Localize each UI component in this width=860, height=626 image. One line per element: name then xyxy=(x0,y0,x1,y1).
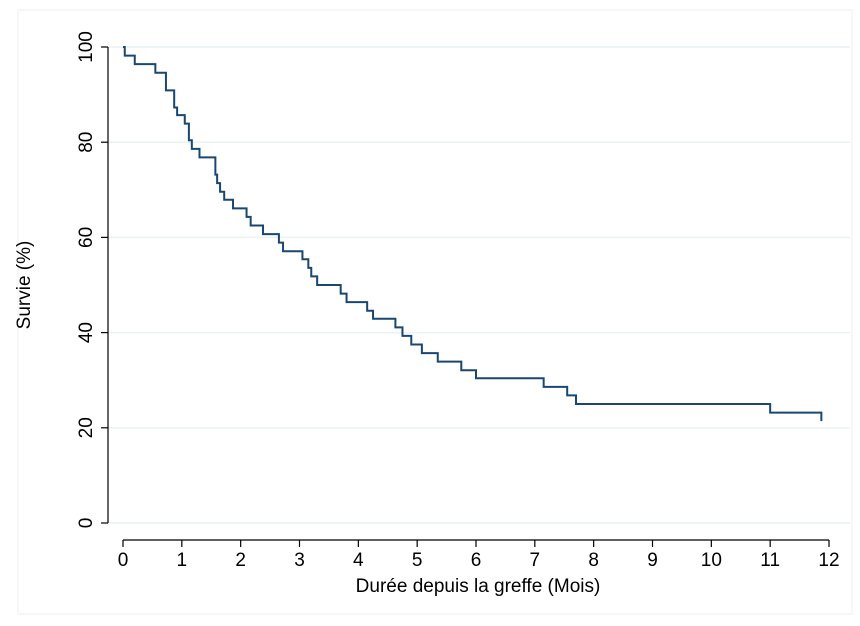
x-tick-label: 9 xyxy=(647,550,658,571)
x-tick-label: 12 xyxy=(818,550,839,571)
survival-curve xyxy=(123,46,823,422)
plot-frame xyxy=(17,9,853,615)
x-tick-label: 10 xyxy=(701,550,722,571)
y-tick-label: 100 xyxy=(76,31,97,63)
x-tick-label: 3 xyxy=(294,550,305,571)
y-axis-title: Survie (%) xyxy=(14,241,35,330)
x-tick-label: 11 xyxy=(760,550,780,571)
x-axis-title: Durée depuis la greffe (Mois) xyxy=(356,576,601,597)
y-tick-label: 0 xyxy=(76,518,97,529)
x-tick-label: 8 xyxy=(588,550,599,571)
x-tick-label: 2 xyxy=(235,550,246,571)
y-tick-label: 40 xyxy=(76,322,97,343)
x-tick-label: 5 xyxy=(412,550,423,571)
y-tick-label: 60 xyxy=(76,227,97,248)
x-tick-label: 0 xyxy=(118,550,129,571)
x-tick-label: 1 xyxy=(177,550,188,571)
y-tick-label: 20 xyxy=(76,417,97,438)
x-tick-label: 6 xyxy=(471,550,482,571)
y-tick-label: 80 xyxy=(76,132,97,153)
x-tick-label: 7 xyxy=(530,550,541,571)
x-tick-label: 4 xyxy=(353,550,364,571)
